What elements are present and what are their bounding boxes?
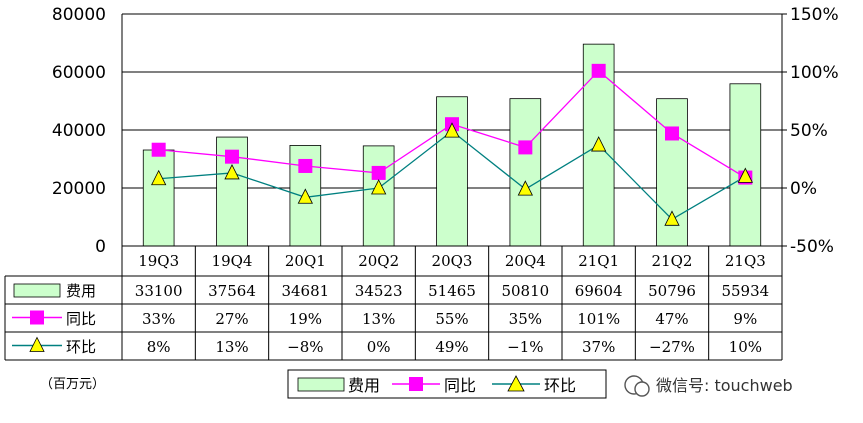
table-cell-value: 55934 xyxy=(721,282,769,300)
y-left-tick-label: 0 xyxy=(95,237,106,257)
legend: 费用 同比 环比 xyxy=(287,369,607,399)
bar-series xyxy=(142,43,762,247)
table-cell-value: 0% xyxy=(367,338,391,356)
table-key-qoq-marker xyxy=(29,336,45,352)
table-key-fee xyxy=(13,283,61,298)
table-cell-value: −27% xyxy=(649,338,695,356)
bar-fee xyxy=(362,145,395,247)
point-yoy xyxy=(518,140,533,155)
category-label: 20Q3 xyxy=(432,252,473,270)
y-right-tick-label: 100% xyxy=(790,63,839,83)
line-series xyxy=(151,63,753,226)
table-cell-value: 13% xyxy=(362,310,395,328)
point-yoy xyxy=(371,165,386,180)
point-qoq xyxy=(224,164,240,180)
table-cell-value: 19% xyxy=(289,310,322,328)
bar-fee xyxy=(509,98,542,247)
table-cell-value: 34523 xyxy=(355,282,403,300)
table-cell-value: 33% xyxy=(142,310,175,328)
watermark: 微信号: touchweb xyxy=(624,375,793,397)
bar-fee xyxy=(729,83,762,247)
category-label: 19Q3 xyxy=(138,252,179,270)
table-cell-value: 37564 xyxy=(208,282,256,300)
table-cell-value: 35% xyxy=(509,310,542,328)
table-cell-value: 8% xyxy=(147,338,171,356)
table-key-yoy-marker xyxy=(30,310,44,325)
legend-bar-swatch xyxy=(297,377,345,392)
point-qoq xyxy=(444,122,460,138)
legend-yoy-marker xyxy=(409,377,423,391)
y-right-tick-label: -50% xyxy=(790,237,834,257)
data-table: 19Q3 19Q4 20Q1 20Q2 20Q3 20Q4 21Q1 21Q2 21Q3 费用 33… xyxy=(4,245,783,361)
table-cell-value: 13% xyxy=(215,338,248,356)
category-label: 20Q2 xyxy=(358,252,399,270)
legend-label-yoy: 同比 xyxy=(444,376,476,395)
table-cell-value: 55% xyxy=(435,310,468,328)
y-left-tick-label: 60000 xyxy=(52,63,106,83)
table-cell-value: 34681 xyxy=(281,282,329,300)
category-label: 19Q4 xyxy=(212,252,253,270)
category-label: 20Q1 xyxy=(285,252,326,270)
point-yoy xyxy=(225,149,239,164)
bar-fee xyxy=(142,149,175,247)
table-cell-value: 50796 xyxy=(648,282,696,300)
table-cell-value: 37% xyxy=(582,338,615,356)
table-cell-value: −8% xyxy=(287,338,323,356)
table-cell-value: 49% xyxy=(435,338,468,356)
table-cell-value: 10% xyxy=(729,338,762,356)
category-label: 21Q3 xyxy=(725,252,766,270)
table-series-name: 费用 xyxy=(66,282,96,300)
y-right-tick-label: 0% xyxy=(790,179,817,199)
legend-label-qoq: 环比 xyxy=(544,376,576,395)
table-cell-value: 9% xyxy=(733,310,757,328)
table-series-name: 环比 xyxy=(66,338,96,356)
wechat-icon-bubble xyxy=(634,381,650,397)
point-yoy xyxy=(298,158,313,173)
y-left-tick-label: 20000 xyxy=(52,179,106,199)
table-cell-value: 51465 xyxy=(428,282,476,300)
table-cell-value: 33100 xyxy=(135,282,183,300)
table-cell-value: −1% xyxy=(507,338,543,356)
point-qoq xyxy=(151,169,167,186)
point-yoy xyxy=(665,126,679,141)
table-cell-value: 47% xyxy=(655,310,688,328)
category-label: 21Q1 xyxy=(578,252,619,270)
table-series-name: 同比 xyxy=(66,310,96,328)
point-qoq xyxy=(591,136,607,152)
y-right-tick-label: 50% xyxy=(790,121,828,141)
table-cell-value: 69604 xyxy=(575,282,623,300)
point-yoy xyxy=(151,142,166,157)
point-qoq xyxy=(737,167,753,183)
point-qoq xyxy=(297,188,313,204)
table-cell-value: 50810 xyxy=(501,282,549,300)
category-label: 21Q2 xyxy=(652,252,693,270)
watermark-text: 微信号: touchweb xyxy=(656,376,793,395)
point-yoy xyxy=(591,63,606,78)
legend-qoq-marker xyxy=(507,375,525,392)
point-qoq xyxy=(517,180,533,196)
y-right-tick-label: 150% xyxy=(790,5,839,25)
unit-note: （百万元） xyxy=(40,377,105,392)
point-qoq xyxy=(664,210,680,226)
y-left-tick-label: 80000 xyxy=(52,5,106,25)
legend-label-fee: 费用 xyxy=(348,376,380,395)
y-left-tick-label: 40000 xyxy=(52,121,106,141)
axes: 80000 60000 40000 20000 0 150% 100% 50% 0% -50% xyxy=(52,5,839,257)
point-qoq xyxy=(371,179,387,195)
category-label: 20Q4 xyxy=(505,252,546,270)
table-cell-value: 27% xyxy=(215,310,248,328)
table-cell-value: 101% xyxy=(577,310,620,328)
